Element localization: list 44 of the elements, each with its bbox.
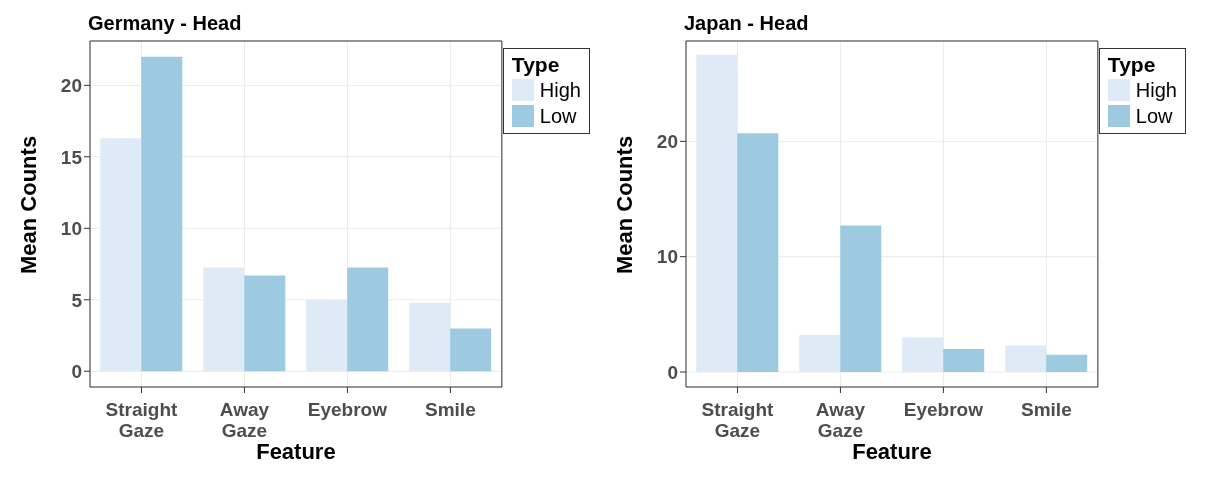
y-tick-label: 10 (60, 218, 82, 240)
legend-label: High (1134, 78, 1177, 103)
bar (244, 275, 286, 372)
bar (1005, 345, 1047, 373)
bar (409, 302, 451, 372)
bar (347, 267, 389, 372)
legend-label: Low (538, 104, 578, 129)
x-tick-label: Away Gaze (815, 399, 866, 441)
x-tick-label: Eyebrow (307, 399, 388, 421)
bar (141, 56, 183, 372)
legend-title: Type (1107, 53, 1157, 77)
chart-title: Japan - Head (684, 12, 809, 35)
bar (799, 335, 841, 373)
x-tick-label: Smile (1021, 399, 1072, 421)
x-tick-label: Eyebrow (903, 399, 984, 421)
bar (1046, 354, 1088, 373)
y-tick-label: 20 (656, 131, 678, 153)
y-axis-title: Mean Counts (15, 135, 41, 274)
y-tick-label: 5 (71, 289, 83, 311)
legend-title: Type (511, 53, 561, 77)
x-tick-label: Straight Gaze (701, 399, 775, 441)
y-tick-label: 0 (71, 361, 82, 383)
x-tick-label: Straight Gaze (105, 399, 179, 441)
y-tick-label: 0 (667, 361, 678, 383)
bar (306, 299, 348, 372)
x-tick-label: Away Gaze (219, 399, 270, 441)
bar (943, 348, 985, 373)
x-tick-label: Smile (425, 399, 476, 421)
x-axis-title: Feature (256, 439, 336, 464)
y-tick-label: 20 (60, 75, 82, 97)
bar (737, 133, 779, 373)
bar (696, 54, 738, 373)
bar (840, 225, 882, 373)
bar (100, 138, 142, 372)
bar (450, 328, 492, 372)
bar (203, 267, 245, 372)
bar (902, 337, 944, 373)
y-axis-title: Mean Counts (611, 135, 637, 274)
y-tick-label: 10 (656, 246, 678, 268)
legend-label: High (538, 78, 581, 103)
x-axis-title: Feature (852, 439, 932, 464)
chart-title: Germany - Head (88, 12, 242, 35)
legend-label: Low (1134, 104, 1174, 129)
y-tick-label: 15 (60, 146, 83, 168)
